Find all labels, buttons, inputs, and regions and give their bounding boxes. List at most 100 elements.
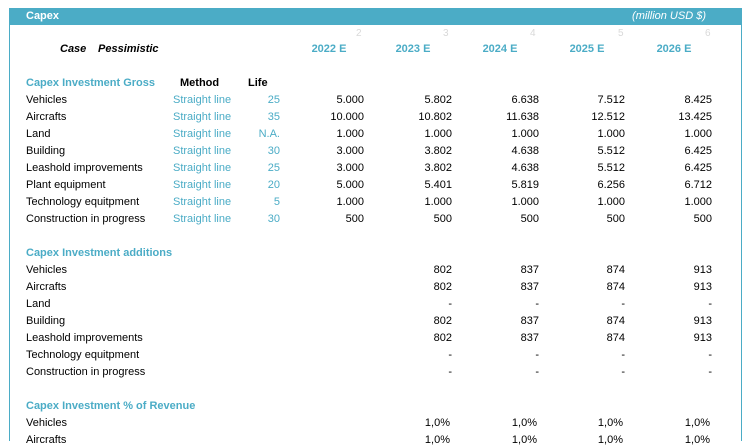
value-cell[interactable]: 913 — [693, 315, 712, 327]
method-cell[interactable]: Straight line — [173, 162, 232, 174]
life-cell[interactable]: 35 — [267, 111, 280, 123]
value-cell[interactable]: - — [448, 298, 452, 310]
value-cell[interactable]: 500 — [693, 213, 712, 225]
method-cell[interactable]: Straight line — [173, 128, 232, 140]
method-cell[interactable]: Straight line — [173, 94, 232, 106]
value-cell[interactable]: 5.802 — [424, 94, 452, 106]
life-cell[interactable]: 30 — [267, 213, 280, 225]
life-cell[interactable]: 25 — [267, 94, 280, 106]
value-cell[interactable]: 5.000 — [336, 179, 364, 191]
value-cell[interactable]: 1,0% — [511, 417, 537, 429]
value-cell[interactable]: 802 — [433, 332, 452, 344]
value-cell[interactable]: 13.425 — [678, 111, 712, 123]
value-cell[interactable]: 913 — [693, 281, 712, 293]
value-cell[interactable]: 3.802 — [424, 162, 452, 174]
value-cell[interactable]: 837 — [520, 281, 539, 293]
method-cell[interactable]: Straight line — [173, 213, 232, 225]
value-cell[interactable]: - — [621, 349, 625, 361]
value-cell[interactable]: 3.000 — [336, 145, 364, 157]
value-cell[interactable]: 1.000 — [336, 196, 364, 208]
value-cell[interactable]: - — [708, 298, 712, 310]
value-cell[interactable]: 11.638 — [506, 111, 539, 123]
method-cell[interactable]: Straight line — [173, 111, 232, 123]
value-cell[interactable]: 874 — [606, 315, 625, 327]
value-cell[interactable]: 802 — [433, 264, 452, 276]
value-cell[interactable]: 5.512 — [597, 162, 625, 174]
value-cell[interactable]: 1.000 — [597, 196, 625, 208]
life-cell[interactable]: 20 — [267, 179, 280, 191]
row-label: Aircrafts — [26, 281, 67, 293]
value-cell[interactable]: 6.256 — [597, 179, 625, 191]
value-cell[interactable]: 3.000 — [336, 162, 364, 174]
value-cell[interactable]: 1,0% — [597, 417, 623, 429]
frame-left-border — [9, 25, 10, 441]
year-header: 2022 E — [311, 43, 347, 55]
value-cell[interactable]: 802 — [433, 315, 452, 327]
value-cell[interactable]: 913 — [693, 332, 712, 344]
row-label: Construction in progress — [26, 366, 146, 378]
value-cell[interactable]: 1.000 — [511, 196, 539, 208]
value-cell[interactable]: - — [621, 298, 625, 310]
value-cell[interactable]: 913 — [693, 264, 712, 276]
method-cell[interactable]: Straight line — [173, 145, 232, 157]
value-cell[interactable]: - — [448, 366, 452, 378]
value-cell[interactable]: 1.000 — [597, 128, 625, 140]
value-cell[interactable]: 3.802 — [424, 145, 452, 157]
value-cell[interactable]: 1,0% — [684, 417, 710, 429]
value-cell[interactable]: 6.638 — [511, 94, 539, 106]
value-cell[interactable]: 500 — [345, 213, 364, 225]
method-cell[interactable]: Straight line — [173, 196, 232, 208]
life-cell[interactable]: N.A. — [258, 128, 280, 140]
value-cell[interactable]: 6.425 — [684, 145, 712, 157]
value-cell[interactable]: 4.638 — [511, 162, 539, 174]
value-cell[interactable]: 837 — [520, 264, 539, 276]
value-cell[interactable]: 874 — [606, 264, 625, 276]
life-cell[interactable]: 30 — [267, 145, 280, 157]
value-cell[interactable]: 1,0% — [424, 417, 450, 429]
value-cell[interactable]: 8.425 — [684, 94, 712, 106]
value-cell[interactable]: 4.638 — [511, 145, 539, 157]
life-cell[interactable]: 5 — [273, 196, 280, 208]
value-cell[interactable]: 1.000 — [684, 196, 712, 208]
value-cell[interactable]: 7.512 — [597, 94, 625, 106]
section-title: Capex Investment Gross — [26, 77, 155, 89]
row-label: Technology equitpment — [26, 196, 140, 208]
value-cell[interactable]: 500 — [606, 213, 625, 225]
value-cell[interactable]: - — [535, 366, 539, 378]
value-cell[interactable]: 12.512 — [591, 111, 625, 123]
value-cell[interactable]: 1.000 — [336, 128, 364, 140]
value-cell[interactable]: 500 — [520, 213, 539, 225]
value-cell[interactable]: 10.000 — [330, 111, 364, 123]
value-cell[interactable]: 837 — [520, 315, 539, 327]
column-index: 3 — [443, 28, 449, 39]
value-cell[interactable]: 10.802 — [418, 111, 452, 123]
value-cell[interactable]: 1.000 — [424, 128, 452, 140]
method-cell[interactable]: Straight line — [173, 179, 232, 191]
life-header: Life — [248, 77, 268, 89]
value-cell[interactable]: 5.000 — [336, 94, 364, 106]
value-cell[interactable]: 5.401 — [424, 179, 452, 191]
value-cell[interactable]: - — [708, 349, 712, 361]
section-title: Capex Investment additions — [26, 247, 173, 259]
value-cell[interactable]: 5.819 — [511, 179, 539, 191]
value-cell[interactable]: - — [535, 298, 539, 310]
life-cell[interactable]: 25 — [267, 162, 280, 174]
value-cell[interactable]: 6.425 — [684, 162, 712, 174]
year-header: 2023 E — [395, 43, 431, 55]
value-cell[interactable]: 837 — [520, 332, 539, 344]
value-cell[interactable]: 802 — [433, 281, 452, 293]
value-cell[interactable]: - — [535, 349, 539, 361]
value-cell[interactable]: 874 — [606, 281, 625, 293]
case-value[interactable]: Pessimistic — [98, 43, 159, 55]
value-cell[interactable]: 5.512 — [597, 145, 625, 157]
value-cell[interactable]: 1.000 — [511, 128, 539, 140]
value-cell[interactable]: 1.000 — [684, 128, 712, 140]
value-cell[interactable]: 1.000 — [424, 196, 452, 208]
value-cell[interactable]: - — [448, 349, 452, 361]
value-cell[interactable]: 6.712 — [684, 179, 712, 191]
value-cell[interactable]: 874 — [606, 332, 625, 344]
value-cell[interactable]: - — [621, 366, 625, 378]
value-cell[interactable]: - — [708, 366, 712, 378]
value-cell[interactable]: 500 — [433, 213, 452, 225]
